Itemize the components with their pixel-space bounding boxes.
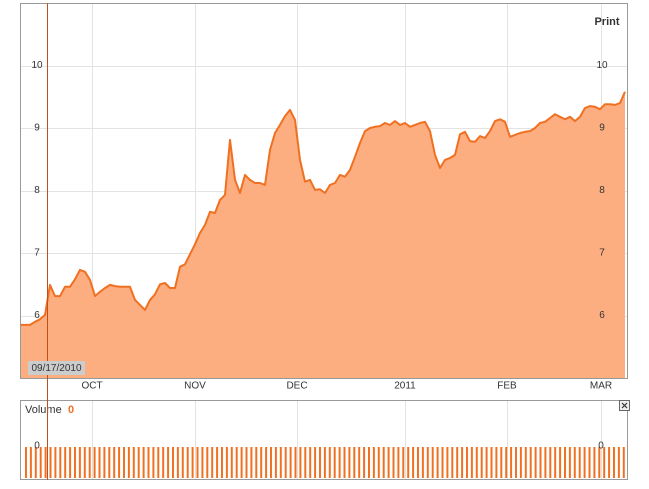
- x-tick-label: OCT: [81, 381, 102, 392]
- y2-tick-label: 8: [599, 185, 605, 196]
- price-line: [20, 91, 626, 326]
- volume-frame: [20, 400, 628, 480]
- x-tick-label: DEC: [286, 381, 307, 392]
- close-button[interactable]: [619, 400, 630, 411]
- cursor-label: 09/17/2010: [31, 363, 81, 374]
- volume-tick-label: 0: [34, 441, 40, 452]
- y2-tick-label: 9: [599, 123, 605, 134]
- price-area: [20, 91, 625, 379]
- volume-tick-label: 0: [598, 441, 604, 452]
- x-tick-label: 2011: [394, 381, 416, 392]
- y2-tick-label: 6: [599, 310, 605, 321]
- y-tick-label: 8: [34, 185, 40, 196]
- y2-tick-label: 7: [599, 248, 605, 259]
- x-tick-label: MAR: [590, 381, 612, 392]
- price-panel: [20, 3, 628, 480]
- price-frame: [20, 3, 628, 379]
- cursor-label-bg: [28, 361, 85, 375]
- volume-bars: [25, 447, 626, 478]
- y-tick-label: 10: [31, 60, 43, 71]
- y-tick-label: 9: [34, 123, 40, 134]
- y-tick-label: 6: [34, 310, 40, 321]
- volume-title: Volume: [25, 404, 62, 416]
- y2-tick-label: 10: [596, 60, 608, 71]
- x-tick-label: FEB: [497, 381, 517, 392]
- x-tick-label: NOV: [184, 381, 206, 392]
- volume-value: 0: [68, 404, 74, 416]
- print-button[interactable]: Print: [594, 16, 619, 28]
- y-tick-label: 7: [34, 248, 40, 259]
